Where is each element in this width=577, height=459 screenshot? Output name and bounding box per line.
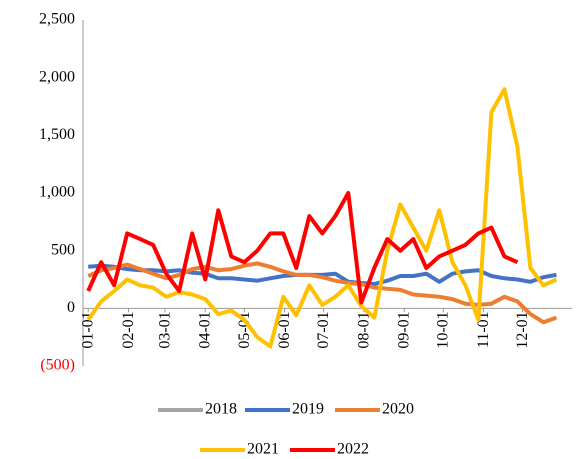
legend-label: 2021 bbox=[247, 441, 279, 458]
x-tick-label: 06-01 bbox=[276, 311, 293, 348]
x-tick-label: 04-01 bbox=[197, 311, 214, 348]
x-tick-label: 09-01 bbox=[396, 311, 413, 348]
legend-label: 2019 bbox=[292, 401, 324, 418]
legend-label: 2022 bbox=[337, 441, 369, 458]
x-tick-label: 08-01 bbox=[355, 311, 372, 348]
x-tick-label: 07-01 bbox=[315, 311, 332, 348]
legend-label: 2018 bbox=[205, 401, 237, 418]
series-line bbox=[86, 191, 519, 305]
x-tick-label: 05-01 bbox=[236, 311, 253, 348]
x-tick-label: 10-01 bbox=[435, 311, 452, 348]
y-tick-label: 500 bbox=[51, 241, 75, 258]
y-tick-label: 1,500 bbox=[39, 126, 75, 143]
y-tick-label: 2,500 bbox=[39, 11, 75, 28]
x-tick-label: 12-01 bbox=[514, 311, 531, 348]
y-tick-label: (500) bbox=[40, 357, 75, 374]
series-line bbox=[86, 87, 558, 349]
legend-label: 2020 bbox=[382, 401, 414, 418]
y-tick-label: 1,000 bbox=[39, 184, 75, 201]
y-tick-label: 0 bbox=[67, 299, 75, 316]
x-tick-label: 01-01 bbox=[80, 311, 97, 348]
x-tick-label: 03-01 bbox=[156, 311, 173, 348]
x-tick-label: 02-01 bbox=[120, 311, 137, 348]
y-tick-label: 2,000 bbox=[39, 68, 75, 85]
